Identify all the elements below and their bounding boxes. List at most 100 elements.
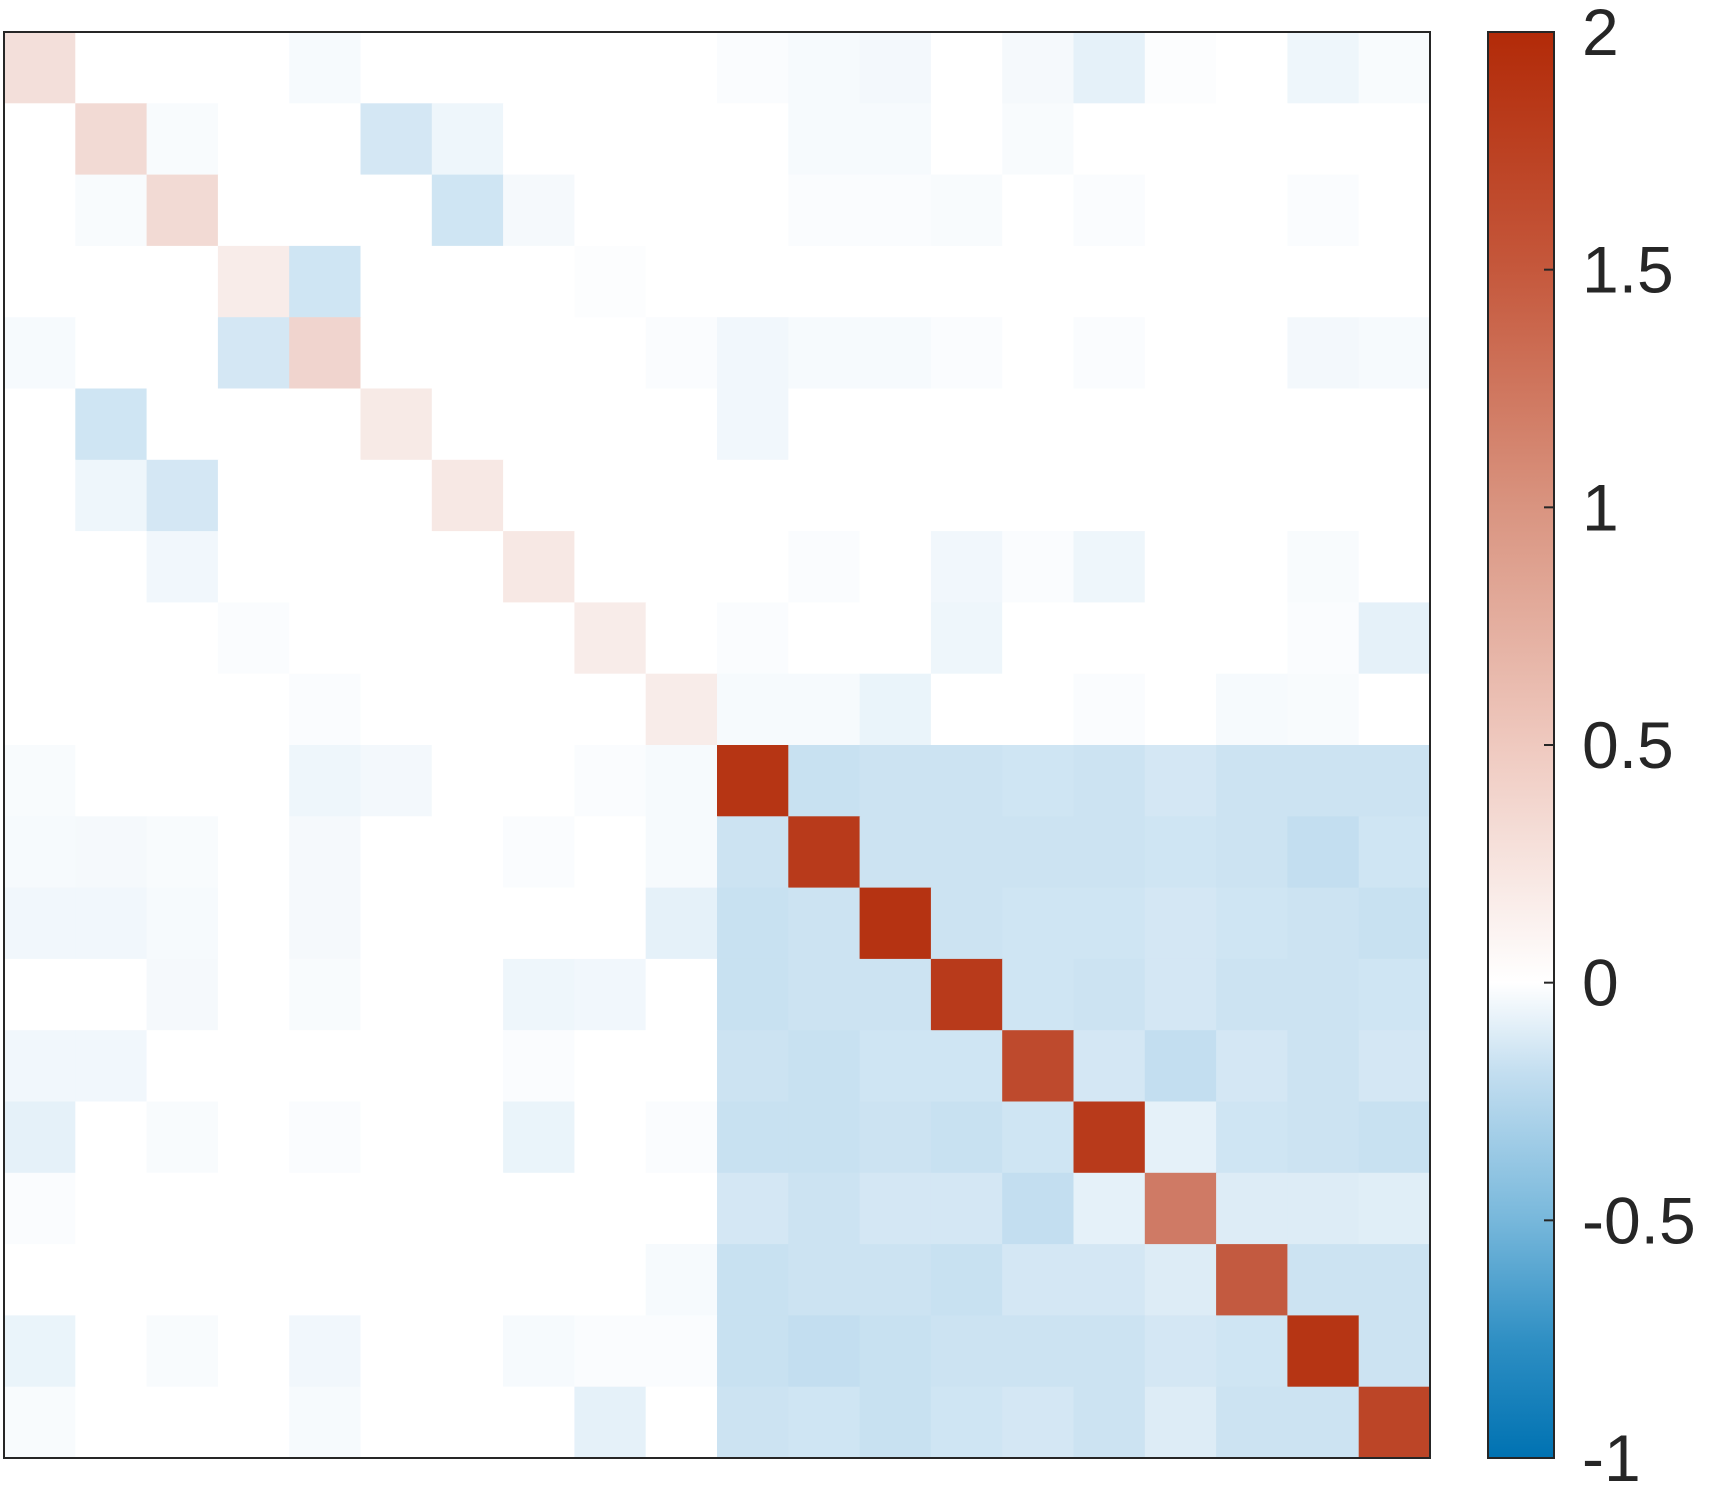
heatmap-cell-r13-c14 <box>1002 958 1075 1031</box>
heatmap-cell-r4-c18 <box>1287 317 1360 390</box>
heatmap-cell-r3-c16 <box>1144 245 1217 318</box>
heatmap-cell-r15-c6 <box>431 1101 504 1174</box>
heatmap-cell-r12-c16 <box>1144 887 1217 960</box>
heatmap-cell-r12-c12 <box>859 887 932 960</box>
heatmap-cell-r18-c3 <box>217 1315 290 1388</box>
heatmap-cell-r3-c2 <box>146 245 219 318</box>
heatmap-cell-r3-c11 <box>788 245 861 318</box>
heatmap-cell-r2-c15 <box>1073 174 1146 247</box>
heatmap-cell-r1-c9 <box>645 103 718 176</box>
heatmap-cell-r7-c19 <box>1358 531 1431 603</box>
heatmap-cell-r11-c18 <box>1287 816 1360 889</box>
heatmap-cell-r12-c2 <box>146 887 219 960</box>
heatmap-cell-r18-c12 <box>859 1315 932 1388</box>
heatmap-cell-r3-c10 <box>717 245 789 318</box>
heatmap-cell-r9-c6 <box>431 673 504 746</box>
heatmap-cell-r16-c17 <box>1216 1172 1288 1245</box>
colorbar-tick-label: -1 <box>1582 1421 1641 1491</box>
heatmap-cell-r16-c0 <box>4 1172 76 1245</box>
heatmap-cell-r4-c6 <box>431 317 504 390</box>
heatmap-cell-r6-c0 <box>4 459 76 532</box>
heatmap-cell-r14-c6 <box>431 1030 504 1103</box>
heatmap-cell-r4-c19 <box>1358 317 1431 390</box>
heatmap-cell-r7-c5 <box>360 531 433 603</box>
heatmap-cell-r5-c9 <box>645 388 718 461</box>
heatmap-cell-r0-c11 <box>788 32 861 104</box>
heatmap-cell-r9-c17 <box>1216 673 1288 746</box>
heatmap-cell-r0-c8 <box>574 32 647 104</box>
heatmap-cell-r0-c13 <box>930 32 1003 104</box>
heatmap-cell-r2-c17 <box>1216 174 1288 247</box>
heatmap-cell-r8-c19 <box>1358 602 1431 675</box>
heatmap-cell-r8-c10 <box>717 602 789 675</box>
heatmap-cell-r12-c14 <box>1002 887 1075 960</box>
heatmap-cell-r2-c7 <box>503 174 575 247</box>
heatmap-cell-r8-c17 <box>1216 602 1288 675</box>
heatmap-cell-r0-c14 <box>1002 32 1075 104</box>
heatmap-cell-r2-c16 <box>1144 174 1217 247</box>
heatmap-cell-r8-c5 <box>360 602 433 675</box>
heatmap-cell-r4-c2 <box>146 317 219 390</box>
heatmap-cell-r0-c9 <box>645 32 718 104</box>
heatmap-cell-r15-c8 <box>574 1101 647 1174</box>
heatmap-cell-r5-c6 <box>431 388 504 461</box>
heatmap-cell-r17-c17 <box>1216 1244 1288 1316</box>
heatmap-cell-r16-c10 <box>717 1172 789 1245</box>
heatmap-cell-r0-c4 <box>289 32 362 104</box>
heatmap-cell-r14-c19 <box>1358 1030 1431 1103</box>
heatmap-cell-r1-c18 <box>1287 103 1360 176</box>
heatmap-cell-r7-c4 <box>289 531 362 603</box>
heatmap-cell-r6-c10 <box>717 459 789 532</box>
heatmap-cell-r3-c15 <box>1073 245 1146 318</box>
heatmap-cell-r6-c16 <box>1144 459 1217 532</box>
heatmap-cell-r4-c3 <box>217 317 290 390</box>
heatmap-cell-r4-c14 <box>1002 317 1075 390</box>
heatmap-cell-r5-c15 <box>1073 388 1146 461</box>
heatmap-cell-r15-c9 <box>645 1101 718 1174</box>
heatmap-cell-r2-c9 <box>645 174 718 247</box>
heatmap-cell-r0-c16 <box>1144 32 1217 104</box>
heatmap-cell-r18-c18 <box>1287 1315 1360 1388</box>
heatmap-cell-r13-c0 <box>4 958 76 1031</box>
heatmap-cell-r17-c16 <box>1144 1244 1217 1316</box>
heatmap-cell-r1-c7 <box>503 103 575 176</box>
heatmap-cell-r15-c19 <box>1358 1101 1431 1174</box>
heatmap-cell-r1-c6 <box>431 103 504 176</box>
heatmap-cell-r11-c8 <box>574 816 647 889</box>
heatmap-cell-r8-c1 <box>75 602 148 675</box>
heatmap-cell-r16-c19 <box>1358 1172 1431 1245</box>
heatmap-cell-r5-c13 <box>930 388 1003 461</box>
heatmap-cell-r18-c17 <box>1216 1315 1288 1388</box>
heatmap-cell-r14-c14 <box>1002 1030 1075 1103</box>
heatmap-cell-r9-c15 <box>1073 673 1146 746</box>
heatmap-cell-r18-c9 <box>645 1315 718 1388</box>
heatmap-cell-r17-c18 <box>1287 1244 1360 1316</box>
heatmap-cell-r5-c19 <box>1358 388 1431 461</box>
heatmap-cell-r2-c4 <box>289 174 362 247</box>
heatmap-cell-r19-c9 <box>645 1386 718 1459</box>
heatmap-cell-r18-c2 <box>146 1315 219 1388</box>
heatmap-cell-r12-c6 <box>431 887 504 960</box>
heatmap-cell-r16-c2 <box>146 1172 219 1245</box>
heatmap-cell-r19-c10 <box>717 1386 789 1459</box>
heatmap-cell-r9-c12 <box>859 673 932 746</box>
heatmap-cell-r10-c0 <box>4 745 76 817</box>
heatmap-cell-r11-c17 <box>1216 816 1288 889</box>
heatmap-cell-r19-c17 <box>1216 1386 1288 1459</box>
heatmap-cell-r4-c17 <box>1216 317 1288 390</box>
heatmap-cell-r9-c10 <box>717 673 789 746</box>
heatmap-cell-r3-c4 <box>289 245 362 318</box>
heatmap-cell-r17-c3 <box>217 1244 290 1316</box>
heatmap-cell-r5-c0 <box>4 388 76 461</box>
heatmap-cell-r16-c11 <box>788 1172 861 1245</box>
heatmap-cell-r19-c8 <box>574 1386 647 1459</box>
heatmap-cell-r9-c3 <box>217 673 290 746</box>
heatmap-cell-r18-c5 <box>360 1315 433 1388</box>
heatmap-cell-r7-c12 <box>859 531 932 603</box>
heatmap-cell-r3-c3 <box>217 245 290 318</box>
heatmap-cell-r19-c3 <box>217 1386 290 1459</box>
heatmap-cell-r0-c15 <box>1073 32 1146 104</box>
heatmap-cell-r12-c0 <box>4 887 76 960</box>
heatmap-cell-r0-c17 <box>1216 32 1288 104</box>
heatmap-cell-r17-c5 <box>360 1244 433 1316</box>
